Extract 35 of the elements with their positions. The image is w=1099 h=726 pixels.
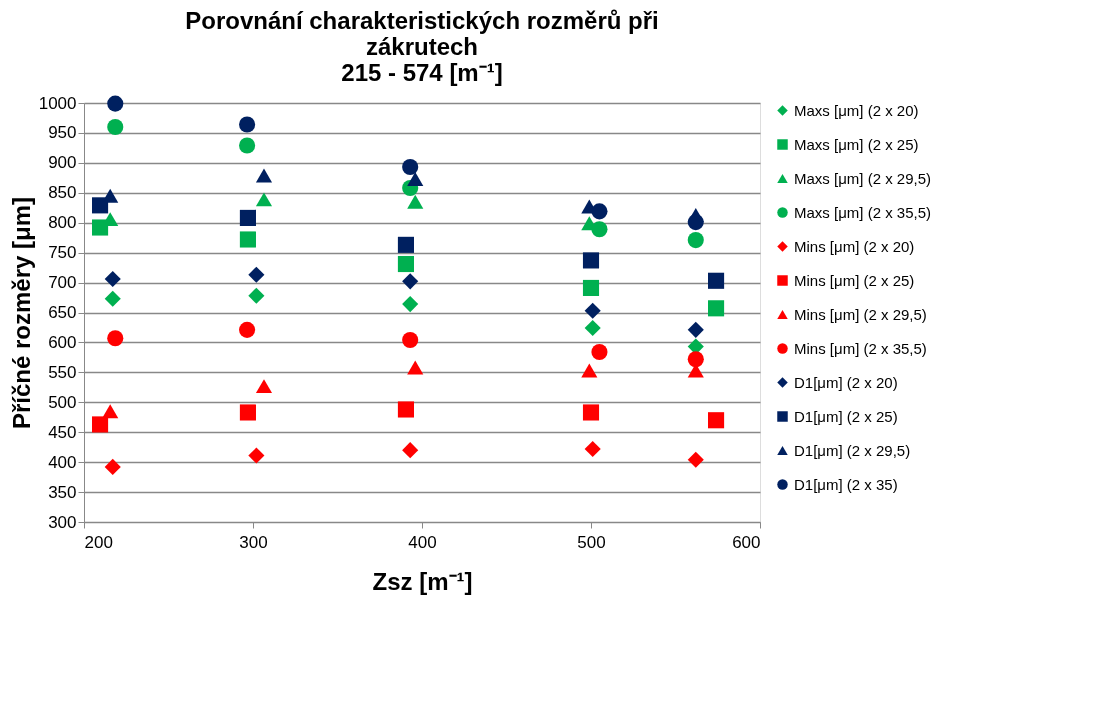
legend-label: D1[μm] (2 x 25) bbox=[794, 407, 898, 425]
legend-label: Maxs [μm] (2 x 29,5) bbox=[794, 169, 932, 187]
legend-label: Mins [μm] (2 x 20) bbox=[794, 237, 915, 255]
y-tick-label: 300 bbox=[48, 512, 77, 532]
y-tick-label: 800 bbox=[48, 213, 77, 233]
y-tick-label: 1000 bbox=[38, 93, 77, 113]
x-tick-label: 500 bbox=[577, 532, 606, 552]
legend-label: Mins [μm] (2 x 35,5) bbox=[794, 339, 927, 357]
y-tick-label: 500 bbox=[48, 392, 77, 412]
y-tick-label: 350 bbox=[48, 482, 77, 502]
y-tick-label: 650 bbox=[48, 303, 77, 322]
y-tick-label: 700 bbox=[48, 273, 77, 293]
y-tick-label: 750 bbox=[48, 243, 77, 263]
y-tick-label: 900 bbox=[48, 153, 77, 173]
y-tick-label: 950 bbox=[48, 123, 77, 143]
x-axis-title: Zsz [m⁻¹] bbox=[372, 567, 473, 595]
x-tick-label: 300 bbox=[239, 532, 268, 552]
y-axis-title: Příčné rozměry [μm] bbox=[7, 196, 35, 430]
legend-label: D1[μm] (2 x 29,5) bbox=[794, 441, 911, 459]
legend-label: D1[μm] (2 x 20) bbox=[794, 373, 898, 391]
legend-label: Mins [μm] (2 x 29,5) bbox=[794, 305, 927, 323]
legend-label: Maxs [μm] (2 x 25) bbox=[794, 135, 919, 153]
legend-label: Mins [μm] (2 x 25) bbox=[794, 271, 915, 289]
legend-label: Maxs [μm] (2 x 20) bbox=[794, 101, 919, 119]
x-tick-label: 400 bbox=[408, 532, 437, 552]
x-tick-label: 600 bbox=[732, 532, 761, 552]
y-tick-label: 600 bbox=[48, 332, 77, 352]
legend-label: D1[μm] (2 x 35) bbox=[794, 475, 898, 493]
y-tick-label: 400 bbox=[48, 452, 77, 472]
chart-title: Porovnání charakteristických rozměrů při zákrutech 215 - 574 [m⁻¹] bbox=[185, 7, 659, 86]
y-tick-label: 850 bbox=[48, 183, 77, 203]
y-tick-label: 550 bbox=[48, 362, 77, 382]
y-tick-label: 450 bbox=[48, 422, 77, 442]
legend-label: Maxs [μm] (2 x 35,5) bbox=[794, 203, 932, 221]
x-tick-label: 200 bbox=[84, 532, 113, 552]
